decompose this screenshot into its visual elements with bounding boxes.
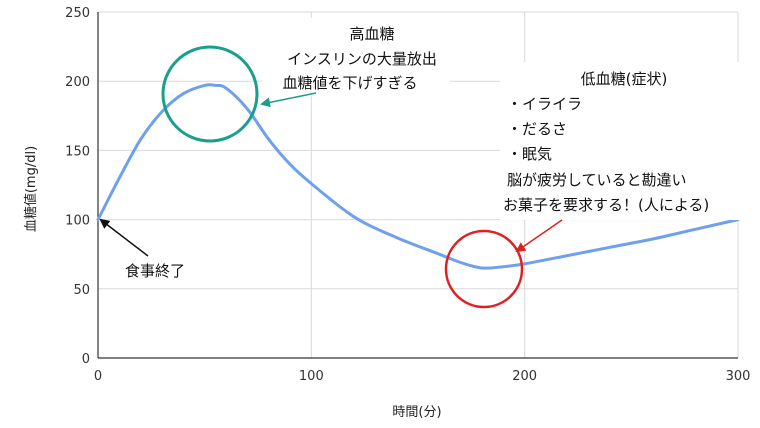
low-trough-circle	[444, 229, 524, 309]
high-annotation-background	[262, 18, 450, 96]
x-tick-label: 200	[512, 369, 537, 384]
high-annotation-line: インスリンの大量放出	[287, 50, 437, 68]
high-annotation-line: 血糖値を下げすぎる	[282, 74, 417, 92]
axes	[97, 12, 738, 359]
y-tick-label: 100	[65, 214, 90, 229]
y-tick-label: 250	[65, 6, 90, 21]
y-tick-label: 150	[65, 144, 90, 159]
x-tick-label: 0	[94, 369, 102, 384]
meal-end-arrow	[99, 218, 149, 257]
high-blood-sugar-annotation: 高血糖 インスリンの大量放出 血糖値を下げすぎる	[161, 18, 450, 143]
high-annotation-arrow	[260, 92, 317, 108]
low-annotation-title: 低血糖(症状)	[581, 70, 668, 88]
high-peak-circle	[161, 45, 259, 143]
series-line	[96, 83, 740, 270]
low-annotation-line: お菓子を要求する！(人による)	[503, 196, 709, 214]
low-annotation-line: 脳が疲労していると勘違い	[507, 171, 687, 189]
low-annotation-background	[500, 62, 755, 220]
low-blood-sugar-annotation: 低血糖(症状) ・イライラ ・だるさ ・眠気 脳が疲労していると勘違い お菓子を…	[444, 62, 755, 309]
low-annotation-line: ・イライラ	[507, 95, 582, 113]
x-axis-title: 時間(分)	[392, 405, 441, 420]
meal-end-annotation: 食事終了	[99, 218, 185, 280]
y-tick-label: 50	[73, 283, 90, 298]
low-annotation-arrow	[515, 219, 563, 253]
meal-end-label: 食事終了	[125, 262, 185, 280]
tick-labels: 0 50 100 150 200 250 0 100 200 300	[65, 6, 750, 384]
low-annotation-line: ・眠気	[507, 145, 552, 163]
x-tick-label: 100	[299, 369, 324, 384]
low-annotation-line: ・だるさ	[507, 120, 567, 138]
y-tick-label: 0	[82, 352, 90, 367]
high-annotation-title: 高血糖	[349, 25, 394, 43]
series-layer	[96, 83, 740, 270]
y-tick-label: 200	[65, 75, 90, 90]
y-axis-title: 血糖値(mg/dl)	[23, 146, 39, 232]
x-tick-label: 300	[726, 369, 751, 384]
